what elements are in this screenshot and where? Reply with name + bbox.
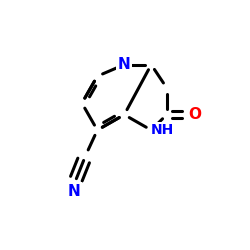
Text: N: N — [68, 184, 80, 199]
Text: NH: NH — [151, 123, 174, 137]
Text: N: N — [118, 57, 131, 72]
Text: O: O — [188, 107, 201, 122]
